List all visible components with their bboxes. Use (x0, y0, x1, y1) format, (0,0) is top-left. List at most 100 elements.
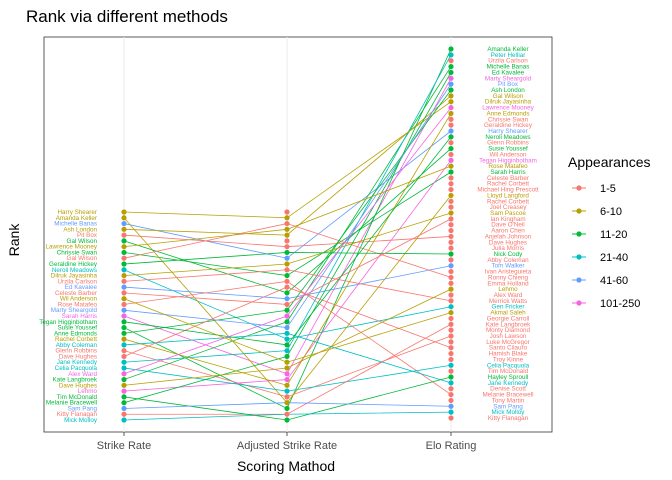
right-point-label: Ian Kingham (490, 216, 525, 223)
data-point (121, 382, 127, 388)
data-point (448, 104, 454, 111)
data-point (448, 175, 454, 181)
data-point (121, 209, 127, 215)
left-point-label: Jane Kennedy (57, 359, 98, 366)
left-point-label: Melanie Bracewell (46, 400, 97, 407)
data-point (121, 232, 127, 238)
data-point (448, 58, 454, 64)
data-point (284, 411, 290, 417)
legend-key-point (576, 300, 582, 306)
data-point (121, 400, 127, 406)
series-points (121, 46, 454, 423)
data-point (448, 321, 454, 327)
right-point-label: Celia Pacquola (487, 362, 530, 369)
right-point-label: Wil Anderson (489, 151, 527, 158)
data-point (448, 397, 454, 404)
left-point-label: Dave Hughes (59, 382, 97, 389)
data-point (284, 255, 290, 261)
data-point (284, 278, 290, 284)
left-point-label: Michelle Banas (54, 221, 97, 228)
data-point (448, 198, 454, 204)
data-point (284, 417, 290, 423)
data-point (284, 296, 290, 302)
left-point-label: Chrissie Swan (57, 249, 98, 256)
right-point-label: Tom Walker (491, 263, 524, 270)
data-point (121, 238, 127, 244)
right-point-label: Tegan Higginbotham (479, 157, 537, 164)
right-point-label: Ed Kavalee (492, 69, 525, 76)
data-point (448, 122, 454, 128)
right-point-label: Ash London (491, 87, 525, 94)
data-point (284, 301, 290, 308)
data-point (121, 336, 127, 342)
data-point (448, 391, 454, 398)
right-point-label: Ronny Chieng (488, 274, 528, 281)
data-point (448, 380, 454, 386)
right-point-label: Lehmo (498, 286, 518, 293)
data-point (284, 394, 290, 400)
plot-panel: Harry Shearer Amanda Keller Michelle Banas… (39, 36, 553, 433)
data-point (121, 388, 127, 394)
data-point (284, 359, 290, 365)
right-point-label: Lloyd Langford (487, 192, 529, 199)
right-point-label: Mick Molloy (492, 409, 526, 416)
data-point (448, 204, 454, 210)
legend-key-point (576, 185, 582, 191)
data-point (448, 75, 454, 81)
right-point-label: Sarah Harris (490, 169, 525, 176)
data-point (284, 330, 290, 336)
right-point-label: Emma Holland (487, 280, 529, 287)
left-point-label: Pit Box (77, 232, 98, 239)
data-point (448, 81, 454, 87)
left-point-label: Harry Shearer (57, 209, 97, 216)
data-point (121, 417, 127, 423)
data-point (448, 69, 454, 76)
data-point (121, 215, 127, 221)
data-point (121, 249, 127, 256)
legend-label: 1-5 (600, 183, 616, 195)
right-point-label: Hamish Blake (489, 351, 528, 358)
left-point-label: Sam Pang (68, 405, 98, 412)
data-point (284, 249, 290, 256)
right-point-label: Pit Box (498, 81, 519, 88)
data-point (121, 365, 127, 371)
right-point-label: Sam Pascoe (490, 210, 526, 217)
data-point (448, 151, 454, 158)
data-point (121, 244, 127, 250)
right-point-label: Denise Scott (490, 386, 526, 393)
x-tick-label: Elo Rating (426, 440, 477, 452)
right-point-label: Rachel Corbett (487, 198, 529, 205)
right-point-label: Dave Hughes (489, 239, 527, 246)
left-point-label: Sarah Harris (62, 313, 97, 320)
data-point (448, 233, 454, 240)
data-point (121, 301, 127, 308)
right-point-label: Celeste Barber (487, 175, 529, 182)
right-point-label: Monty Diamond (486, 327, 531, 334)
right-point-label: Neroli Meadows (485, 134, 530, 141)
data-point (448, 63, 454, 70)
right-point-label: Chrissie Swan (488, 116, 529, 123)
data-point (121, 353, 127, 360)
legend-key-point (576, 254, 582, 260)
data-point (121, 220, 127, 227)
left-point-label: Celeste Barber (55, 290, 97, 297)
data-point (448, 181, 454, 187)
left-point-label: Dilruk Jayasinha (51, 273, 98, 280)
right-point-label: Amanda Keller (487, 46, 528, 53)
right-point-label: Susie Youssef (488, 146, 528, 153)
data-point (448, 245, 454, 251)
right-point-label: Gal Wilson (493, 93, 524, 100)
left-point-label: Rose Matafeo (58, 301, 98, 308)
data-point (448, 157, 454, 163)
data-point (121, 324, 127, 331)
left-point-label: Glenn Robbins (55, 348, 97, 355)
left-point-label: Lehmo (78, 388, 98, 395)
data-point (448, 93, 454, 99)
right-point-label: Michelle Banas (487, 64, 530, 71)
data-point (448, 415, 454, 421)
data-point (448, 163, 454, 169)
data-point (121, 284, 127, 290)
right-point-label: Melanie Bracewell (482, 392, 533, 399)
left-point-label: Gal Wilson (67, 238, 98, 245)
data-point (448, 87, 454, 93)
